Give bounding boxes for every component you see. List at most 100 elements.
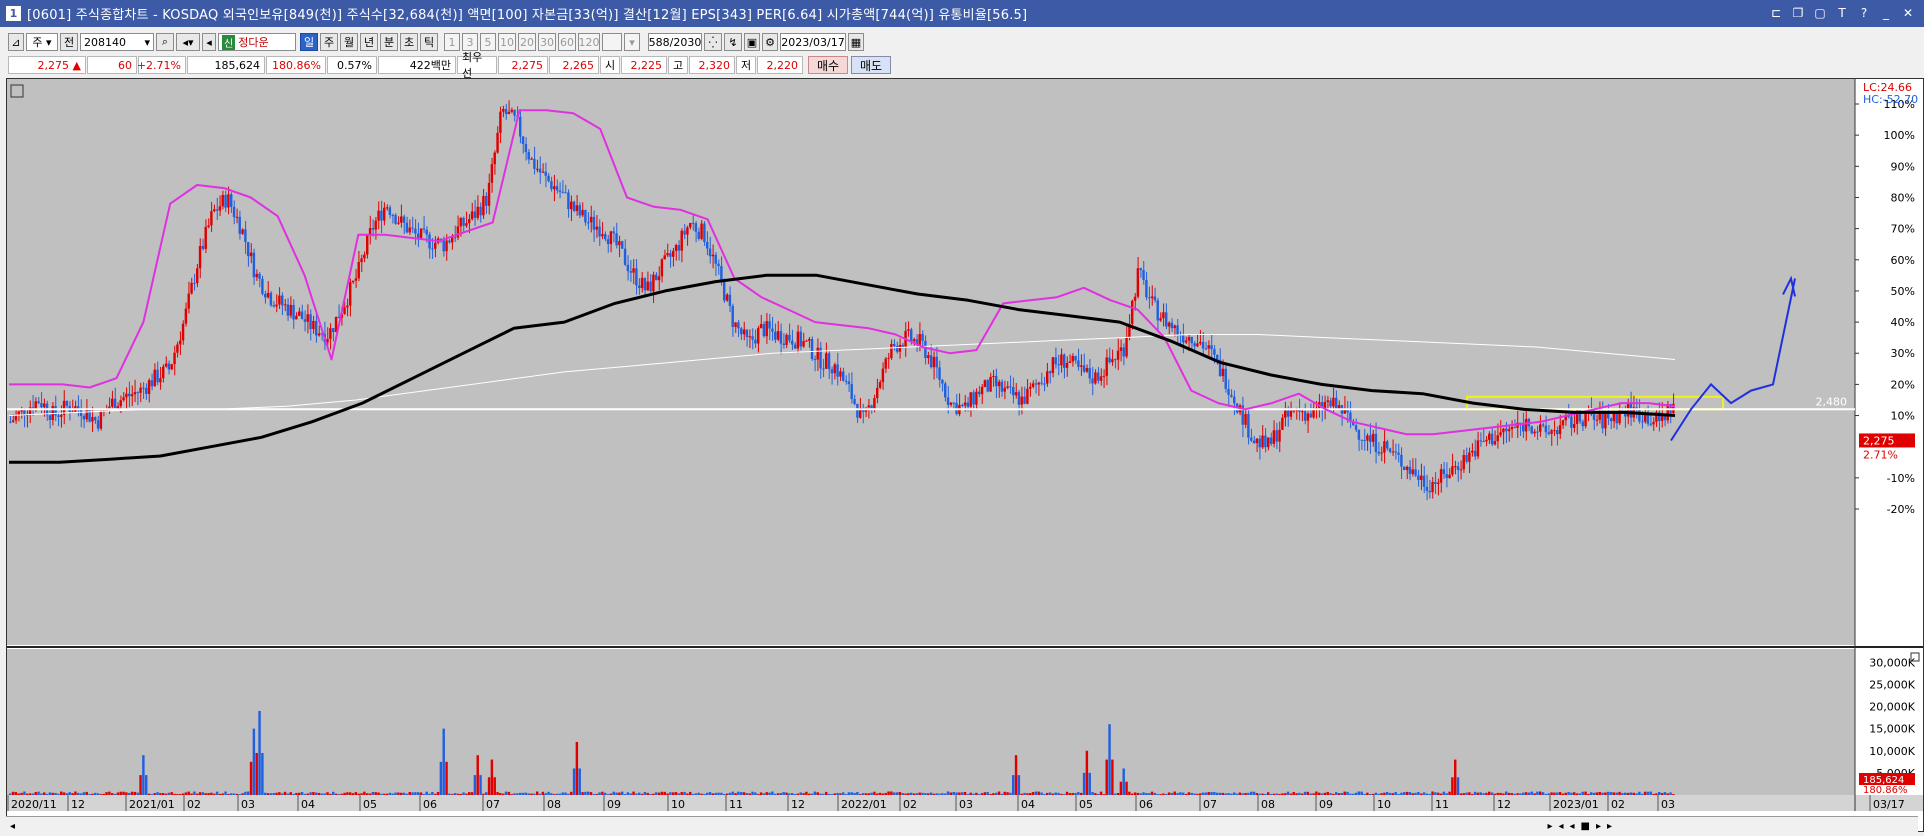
close-icon[interactable]: ✕	[1902, 6, 1914, 20]
volume-bar	[867, 793, 870, 795]
chart-toolbar: ⊿ 주 ▾ 전 208140 ▾ ⌕ ◂▾ ◂ 신 정다운 일 주 월 년 분 초 …	[0, 31, 1924, 53]
volume-bar	[615, 792, 618, 795]
candle-body	[230, 194, 233, 207]
help-icon[interactable]: ?	[1860, 6, 1868, 20]
price-axis-bg	[1855, 79, 1923, 645]
chart-menu-icon[interactable]	[10, 84, 24, 98]
crosshair-icon[interactable]: ⁛	[704, 33, 722, 51]
volume-bar	[1213, 791, 1216, 795]
volume-bar	[1493, 793, 1497, 795]
volume-bar	[136, 792, 139, 795]
volume-bar	[196, 793, 199, 795]
market-select[interactable]: 주 ▾	[26, 33, 58, 51]
interval-1-button[interactable]: 1	[444, 33, 460, 51]
chart-settings-icon[interactable]: ⊿	[8, 33, 24, 51]
candle-body	[1641, 421, 1644, 423]
volume-bar	[428, 793, 431, 795]
fullscreen-icon[interactable]: ▢	[1814, 6, 1826, 20]
candle-body	[201, 246, 205, 249]
candle-body	[417, 233, 420, 239]
period-month-button[interactable]: 월	[340, 33, 358, 51]
save-icon[interactable]: ▣	[744, 33, 760, 51]
forecast-arrow-group	[1670, 275, 1796, 442]
candle-body	[1176, 325, 1179, 335]
volume-bar	[1046, 792, 1049, 795]
candle-body	[844, 380, 848, 382]
period-year-button[interactable]: 년	[360, 33, 378, 51]
interval-5-button[interactable]: 5	[480, 33, 496, 51]
playback-controls[interactable]: ▸◂◂■▸▸	[1547, 820, 1618, 832]
volume-bar	[1258, 793, 1261, 795]
volume-bar	[1632, 792, 1635, 795]
candle-body	[91, 417, 94, 422]
scroll-left-icon[interactable]: ◂	[10, 820, 16, 832]
gear-icon[interactable]: ⚙	[762, 33, 778, 51]
candle-body	[159, 378, 162, 383]
volume-bar	[1414, 792, 1417, 795]
buy-button[interactable]: 매수	[808, 56, 848, 74]
candle-body	[1607, 412, 1610, 419]
candle-body	[1320, 402, 1324, 410]
interval-20-button[interactable]: 20	[518, 33, 536, 51]
candle-body	[241, 229, 244, 234]
interval-10-button[interactable]: 10	[498, 33, 516, 51]
candle-body	[448, 240, 451, 243]
draw-tool-icon[interactable]: ↯	[724, 33, 742, 51]
minimize-icon[interactable]: _	[1883, 6, 1889, 20]
interval-dropdown[interactable]: ▾	[624, 33, 640, 51]
scroll-bar[interactable]: ◂ ▸◂◂■▸▸	[6, 816, 1918, 835]
candle-body	[371, 228, 375, 230]
calendar-icon[interactable]: ▦	[848, 33, 864, 51]
volume-bar	[235, 793, 239, 795]
candle-body	[286, 304, 290, 316]
period-tick-button[interactable]: 틱	[420, 33, 438, 51]
candle-body	[1578, 410, 1582, 422]
period-minute-button[interactable]: 분	[380, 33, 398, 51]
best-ask: 2,275	[498, 56, 548, 74]
volume-bar	[1085, 750, 1089, 795]
interval-30-button[interactable]: 30	[538, 33, 556, 51]
candle-body	[663, 255, 666, 260]
interval-120-button[interactable]: 120	[578, 33, 600, 51]
sell-button[interactable]: 매도	[851, 56, 891, 74]
volume-bar	[366, 793, 369, 795]
dock-icon[interactable]: ⊏	[1770, 6, 1782, 20]
candle-body	[1082, 365, 1086, 372]
sound-icon[interactable]: ◂▾	[176, 33, 200, 51]
stock-name-field[interactable]: 신 정다운	[218, 33, 296, 51]
volume-bar	[558, 793, 562, 795]
search-icon[interactable]: ⌕	[156, 33, 174, 51]
interval-60-button[interactable]: 60	[558, 33, 576, 51]
candle-body	[292, 304, 295, 320]
volume-pane-maximize-icon[interactable]	[1910, 652, 1920, 662]
volume-bar	[1660, 792, 1664, 795]
volume-bar	[176, 794, 179, 795]
volume-bar	[731, 791, 734, 795]
date-input[interactable]: 2023/03/17	[780, 33, 846, 51]
candle-body	[1615, 413, 1618, 424]
pin-icon[interactable]: T	[1838, 6, 1846, 20]
volume-bar	[224, 791, 227, 795]
candle-body	[1513, 427, 1516, 429]
period-second-button[interactable]: 초	[400, 33, 418, 51]
candle-body	[805, 340, 808, 342]
interval-custom-input[interactable]	[602, 33, 622, 51]
volume-bar	[210, 792, 213, 795]
prev-stock-icon[interactable]: ◂	[202, 33, 216, 51]
volume-bar	[490, 759, 494, 795]
candle-body	[405, 222, 409, 233]
volume-bar	[1068, 793, 1072, 795]
volume-bar	[1507, 792, 1511, 795]
volume-bar	[972, 793, 975, 795]
interval-3-button[interactable]: 3	[462, 33, 478, 51]
volume-bar	[612, 791, 615, 795]
period-day-button[interactable]: 일	[300, 33, 318, 51]
data-count-input[interactable]: 588/2030	[648, 33, 702, 51]
period-toggle[interactable]: 전	[60, 33, 78, 51]
period-week-button[interactable]: 주	[320, 33, 338, 51]
stock-code-input[interactable]: 208140 ▾	[80, 33, 154, 51]
candle-body	[17, 411, 20, 416]
candle-body	[1233, 396, 1236, 404]
stock-chart[interactable]: 110% 100% 90% 80% 70% 60% 50% 40% 30% 20% 10% -10% -…	[7, 79, 1923, 831]
restore-icon[interactable]: ❐	[1792, 6, 1804, 20]
